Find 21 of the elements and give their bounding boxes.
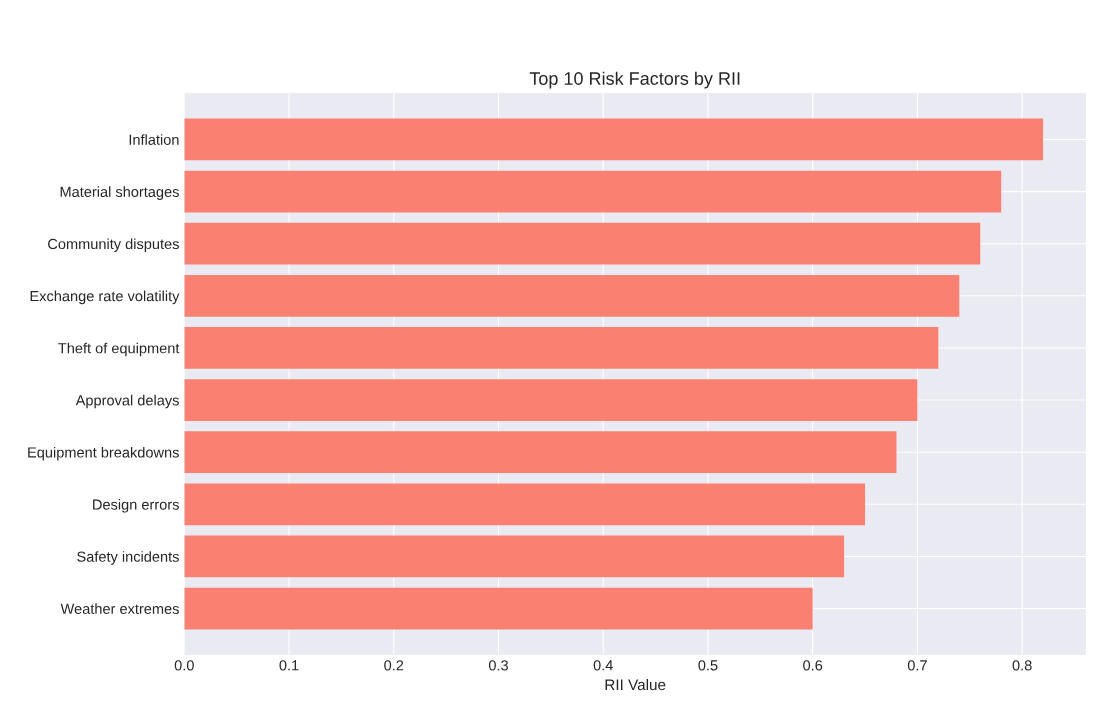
y-tick-label: Inflation — [129, 134, 179, 145]
y-tick-label: Material shortages — [60, 186, 179, 200]
y-tick-label: Approval delays — [75, 394, 179, 409]
x-tick-label: 0.5 — [698, 660, 718, 671]
x-tick-label: 0.0 — [174, 660, 194, 671]
y-tick-label: Weather extremes — [60, 603, 179, 614]
y-tick-label: Community disputes — [48, 238, 179, 253]
x-tick-label: 0.7 — [907, 660, 927, 671]
y-tick-label: Theft of equipment — [58, 342, 180, 357]
y-tick-label: Equipment breakdowns — [28, 446, 179, 461]
x-tick-label: 0.6 — [803, 660, 823, 671]
chart-title: Top 10 Risk Factors by RII — [529, 71, 740, 89]
x-tick-label: 0.2 — [384, 660, 404, 671]
x-tick-label: 0.1 — [279, 660, 299, 671]
x-tick-label: 0.4 — [593, 660, 613, 671]
x-tick-label: 0.3 — [488, 660, 508, 671]
y-tick-label: Safety incidents — [77, 551, 179, 565]
x-tick-label: 0.8 — [1012, 660, 1032, 671]
x-axis-title: RII Value — [605, 678, 666, 691]
y-tick-label: Exchange rate volatility — [30, 290, 180, 305]
y-tick-label: Design errors — [93, 499, 179, 513]
